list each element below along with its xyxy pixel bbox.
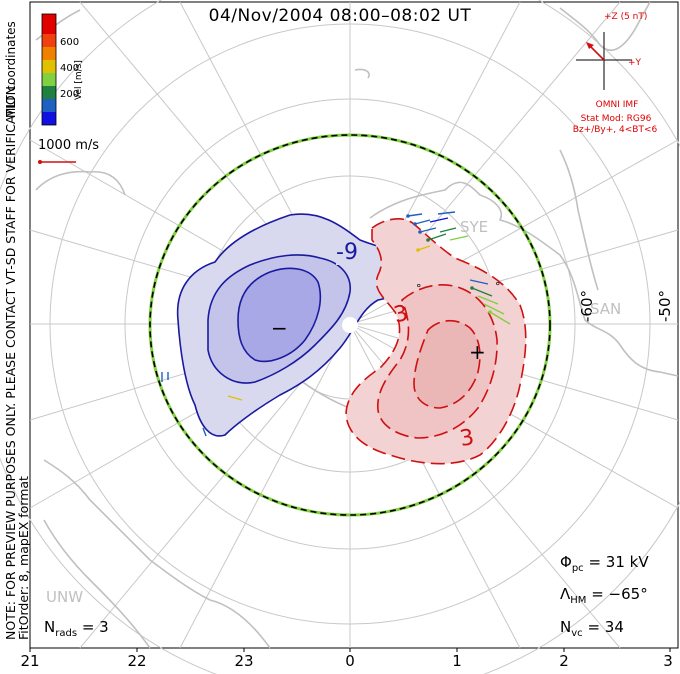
phi-sub: pc xyxy=(571,563,584,574)
stat-nrads: Nrads = 3 xyxy=(44,618,109,639)
mlt-tick-21: 21 xyxy=(20,652,40,670)
vector-origins xyxy=(406,214,492,314)
colorbar xyxy=(41,13,57,126)
coords-label: MLT coordinates xyxy=(4,21,18,118)
mlt-tick-0: 0 xyxy=(345,652,355,670)
nvc-symbol: N xyxy=(560,618,572,636)
phi-symbol: Φ xyxy=(560,553,572,571)
station-unw: UNW xyxy=(46,588,84,606)
nrads-symbol: N xyxy=(44,618,56,636)
nvc-value: = 34 xyxy=(587,618,624,636)
station-sye: SYE xyxy=(460,218,489,236)
potential-min-marker: − xyxy=(271,316,288,340)
nvc-sub: vc xyxy=(571,628,583,639)
station-san: SAN xyxy=(590,300,622,318)
mlt-tick-3: 3 xyxy=(663,652,673,670)
stat-nvc: Nvc = 34 xyxy=(560,618,624,639)
coastlines xyxy=(35,1,679,649)
nrads-value: = 3 xyxy=(81,618,109,636)
lambda-value: = −65° xyxy=(591,585,648,603)
map-frame xyxy=(29,1,679,649)
lambda-sub: HM xyxy=(570,595,587,606)
imf-condition: Bz+/By+, 4<BT<6 xyxy=(572,125,658,135)
velocity-scale-bar xyxy=(38,160,76,164)
mlt-tick-marks xyxy=(29,648,671,652)
fit-order-note: FitOrder: 8, mapEX format xyxy=(16,476,31,640)
imf-clock xyxy=(576,32,632,90)
stat-lambda-hm: ΛHM = −65° xyxy=(560,585,648,606)
lat-label-50: -50° xyxy=(656,290,674,322)
nrads-sub: rads xyxy=(55,628,78,639)
positive-potential-cell xyxy=(345,218,527,465)
phi-value: = 31 kV xyxy=(588,553,649,571)
velocity-vectors xyxy=(161,211,511,437)
mlt-axis: 21 22 23 0 1 2 3 xyxy=(0,652,680,672)
mlt-tick-2: 2 xyxy=(559,652,569,670)
imf-stat-model: Stat Mod: RG96 xyxy=(580,114,652,124)
degree-mark: ° xyxy=(495,280,501,293)
heppner-maynard-boundary xyxy=(148,133,552,517)
lambda-symbol: Λ xyxy=(560,585,571,603)
mlt-tick-23: 23 xyxy=(234,652,254,670)
colorbar-tick-200: 200 xyxy=(60,89,80,100)
stat-phi-pc: Φpc = 31 kV xyxy=(560,553,649,574)
negative-potential-cell xyxy=(176,213,419,437)
imf-bz-label: +Z (5 nT) xyxy=(604,12,648,22)
imf-source: OMNI IMF xyxy=(595,100,639,110)
map-title: 04/Nov/2004 08:00–08:02 UT xyxy=(208,6,472,26)
imf-by-label: +Y xyxy=(628,58,642,68)
mlt-tick-22: 22 xyxy=(127,652,147,670)
colorbar-tick-400: 400 xyxy=(60,63,80,74)
potential-max-marker: + xyxy=(469,340,486,364)
degree-mark: ° xyxy=(416,282,422,295)
mlt-tick-1: 1 xyxy=(452,652,462,670)
colorbar-tick-600: 600 xyxy=(60,37,80,48)
contour-label-neg: -9 xyxy=(336,240,358,265)
side-note: NOTE: FOR PREVIEW PURPOSES ONLY. PLEASE … xyxy=(3,82,31,640)
velocity-scale-label: 1000 m/s xyxy=(38,138,100,153)
pole-marker xyxy=(342,317,358,333)
colorbar-label: Vel [m/s] xyxy=(74,60,84,100)
